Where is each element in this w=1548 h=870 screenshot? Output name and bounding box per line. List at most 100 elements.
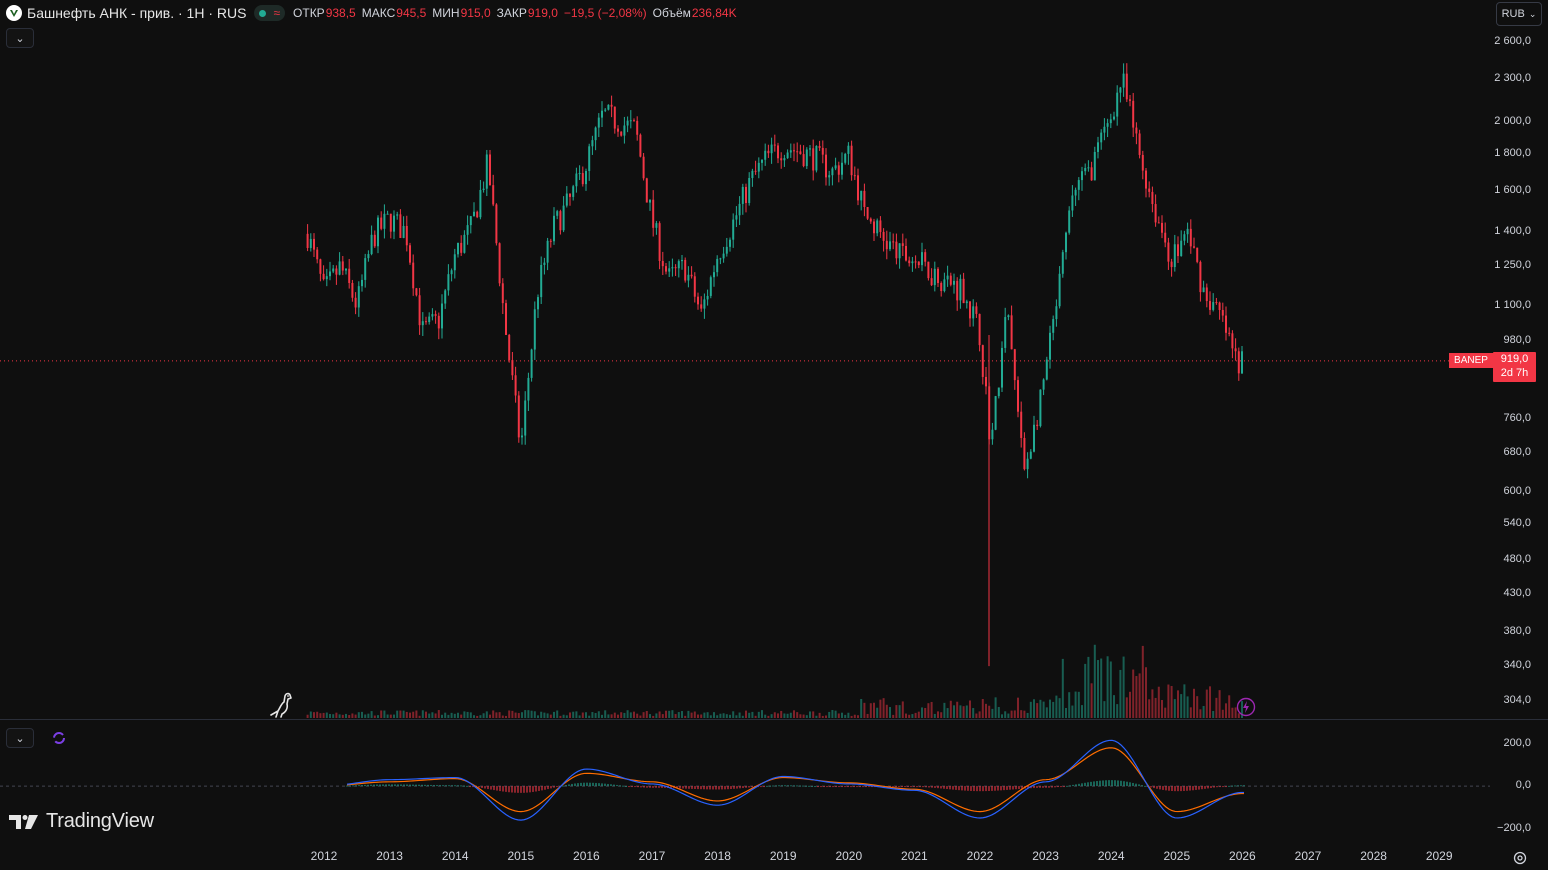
macd-histogram-bar (931, 786, 933, 788)
candle-body (879, 220, 882, 232)
gear-icon[interactable] (1512, 850, 1528, 866)
macd-histogram-bar (1072, 784, 1074, 787)
candle-body (828, 175, 831, 178)
volume-bar (841, 712, 843, 718)
macd-histogram-bar (1027, 786, 1029, 789)
candle-body (1081, 171, 1083, 181)
ohlc-open-value: 938,5 (325, 6, 356, 20)
volume-bar (1039, 699, 1042, 718)
dinosaur-icon[interactable] (268, 690, 296, 718)
macd-histogram-bar (412, 784, 414, 787)
candle-body (1084, 168, 1087, 172)
macd-histogram-bar (1048, 786, 1050, 788)
candle-body (633, 120, 635, 122)
pane-divider[interactable] (0, 719, 1548, 720)
candle-body (722, 253, 725, 259)
volume-bar (1177, 690, 1179, 718)
volume-bar (981, 699, 984, 718)
macd-histogram-bar (949, 786, 951, 790)
candle-body (607, 104, 610, 110)
volume-bar (1151, 689, 1154, 718)
macd-histogram-bar (1243, 785, 1245, 787)
candle-body (1029, 451, 1032, 459)
volume-bar (799, 714, 802, 718)
candle-body (306, 233, 309, 248)
macd-histogram-bar (847, 786, 849, 788)
price-axis-label: 480,0 (1503, 553, 1531, 566)
candle-body (629, 120, 632, 122)
macd-histogram-bar (682, 786, 684, 789)
symbol-title[interactable]: Башнефть АНК - прив. · 1Н · RUS (27, 5, 247, 21)
volume-bar (962, 706, 965, 718)
volume-bar (1205, 689, 1208, 718)
macd-histogram-bar (793, 785, 795, 787)
time-axis-label: 2013 (376, 849, 403, 863)
symbol-legend[interactable]: Башнефть АНК - прив. · 1Н · RUS ≈ ОТКР 9… (6, 4, 743, 22)
macd-histogram-bar (463, 785, 465, 787)
lightning-icon[interactable] (1236, 697, 1256, 717)
macd-histogram-bar (919, 786, 921, 788)
bar-countdown: 2d 7h (1500, 367, 1529, 379)
candle-body (1183, 234, 1186, 241)
macd-histogram-bar (751, 786, 753, 788)
macd-histogram-bar (691, 786, 693, 789)
market-status-dot (259, 9, 267, 17)
candle-body (821, 147, 824, 155)
candle-body (697, 296, 699, 305)
volume-bar (1173, 699, 1176, 718)
tradingview-logo[interactable]: TradingView (8, 810, 154, 833)
volume-bar (562, 714, 565, 718)
candle-body (482, 188, 485, 190)
indicator-refresh-icon[interactable] (51, 730, 67, 746)
volume-bar (306, 714, 309, 718)
candle-body (610, 104, 613, 107)
volume-bar (348, 715, 351, 718)
candle-body (575, 173, 578, 187)
candle-body (466, 225, 469, 235)
volume-bar (409, 712, 411, 718)
candle-body (729, 239, 731, 247)
volume-bar (1141, 645, 1144, 718)
macd-histogram-bar (370, 784, 372, 787)
macd-histogram-bar (610, 784, 612, 787)
volume-bar (345, 713, 347, 718)
volume-bar (1125, 697, 1128, 718)
volume-bar (1231, 707, 1234, 718)
macd-histogram-bar (1219, 786, 1221, 788)
volume-bar (591, 712, 594, 718)
candle-body (425, 321, 427, 323)
candle-body (322, 273, 325, 280)
volume-bar (1065, 707, 1067, 718)
volume-bar (565, 715, 568, 718)
volume-bar (636, 713, 639, 718)
volume-bar (1228, 695, 1231, 718)
market-status-pill[interactable]: ≈ (254, 5, 286, 21)
candle-body (1058, 273, 1061, 307)
candle-body (319, 259, 322, 274)
volume-bar (508, 710, 511, 718)
macd-histogram-bar (862, 786, 864, 788)
signal-line (346, 747, 1245, 813)
ohlc-low-key: МИН (432, 6, 460, 20)
volume-bar (1193, 688, 1195, 718)
indicator-collapse-button[interactable]: ⌄ (6, 728, 34, 748)
volume-bar (421, 710, 424, 718)
volume-bar (588, 715, 591, 718)
volume-bar (380, 710, 383, 718)
legend-collapse-button[interactable]: ⌄ (6, 28, 34, 48)
candle-body (514, 375, 517, 396)
candle-body (540, 264, 543, 298)
candle-body (1087, 167, 1090, 169)
volume-bar (767, 715, 770, 718)
candle-body (1061, 252, 1064, 274)
macd-histogram-bar (1123, 781, 1125, 787)
volume-bar (783, 713, 786, 718)
candle-body (863, 190, 866, 208)
currency-selector[interactable]: RUB ⌄ (1496, 2, 1542, 26)
macd-histogram-bar (1165, 786, 1167, 791)
macd-histogram-bar (904, 786, 906, 788)
macd-histogram-bar (1207, 786, 1209, 789)
candle-body (386, 213, 389, 215)
volume-bar (994, 697, 997, 718)
